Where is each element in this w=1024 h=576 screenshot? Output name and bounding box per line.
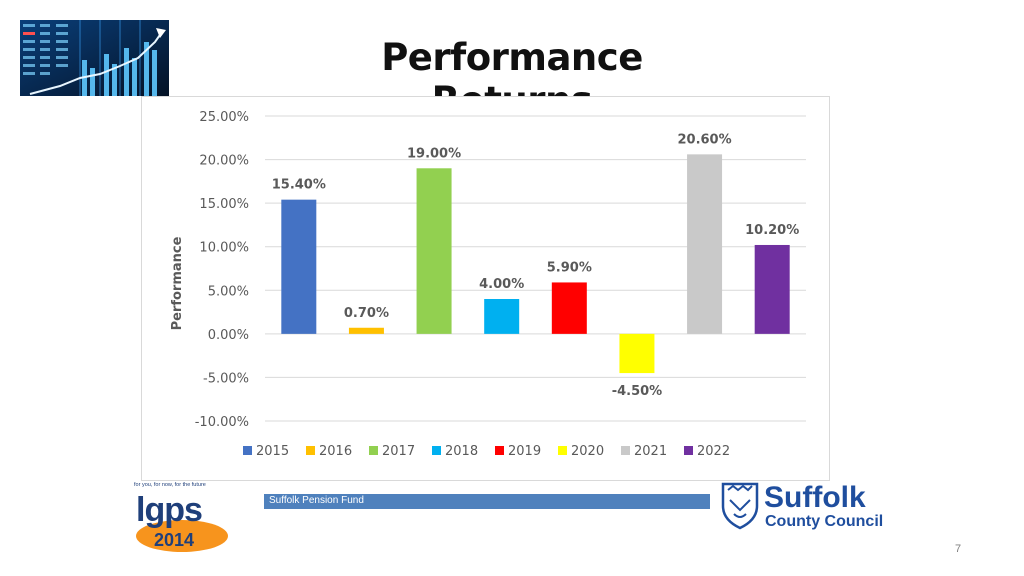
lgps-logo: 2014 lgps for you, for now, for the futu… [132,480,232,556]
y-tick-label: 20.00% [199,154,249,169]
suffolk-county-council-logo: Suffolk County Council [720,480,895,535]
page-number: 7 [955,543,962,555]
fund-name: Suffolk Pension Fund [269,495,364,506]
legend-label: 2019 [508,444,541,459]
lgps-tagline: for you, for now, for the future [134,482,206,488]
legend-swatch [558,446,567,455]
data-label: 10.20% [745,223,799,238]
legend-swatch [684,446,693,455]
bar-2017 [416,168,452,334]
legend-swatch [243,446,252,455]
bar-2022 [754,244,790,334]
data-label: 20.60% [677,132,731,147]
council-name-line1: Suffolk [764,481,866,514]
y-axis-label: Performance [170,236,185,330]
data-label: 0.70% [344,306,389,321]
council-name-line2: County Council [765,513,883,530]
chart-canvas: 25.00% 20.00% 15.00% 10.00% 5.00% 0.00% -5.00%… [170,110,806,459]
lgps-wordmark: lgps [136,491,202,529]
performance-chart: 25.00% 20.00% 15.00% 10.00% 5.00% 0.00% -5.00%… [141,96,830,481]
y-tick-label: 0.00% [208,328,249,343]
legend-label: 2017 [382,444,415,459]
bar-2019 [551,282,587,334]
bar-2016 [348,327,384,334]
legend-label: 2021 [634,444,667,459]
y-tick-label: 10.00% [199,241,249,256]
bar-2015 [281,199,317,334]
y-tick-label: 25.00% [199,110,249,125]
footer-bar: Suffolk Pension Fund [264,494,710,509]
y-tick-label: -5.00% [203,371,249,386]
legend-swatch [306,446,315,455]
data-label: 4.00% [479,277,524,292]
data-label: 15.40% [272,178,326,193]
stock-market-image [20,20,169,96]
legend-label: 2016 [319,444,352,459]
bar-2018 [484,299,520,334]
data-label: 5.90% [547,260,592,275]
legend-label: 2018 [445,444,478,459]
y-tick-label: 15.00% [199,197,249,212]
data-label: 19.00% [407,146,461,161]
legend-swatch [369,446,378,455]
legend-label: 2015 [256,444,289,459]
y-tick-label: -10.00% [195,415,249,430]
legend-swatch [495,446,504,455]
legend-label: 2022 [697,444,730,459]
lgps-year: 2014 [154,530,194,550]
legend-swatch [621,446,630,455]
legend-label: 2020 [571,444,604,459]
legend-swatch [432,446,441,455]
bar-2020 [619,333,655,374]
crest-icon [721,482,759,530]
data-label: -4.50% [612,384,663,399]
bar-2021 [687,154,723,334]
y-tick-label: 5.00% [208,284,249,299]
